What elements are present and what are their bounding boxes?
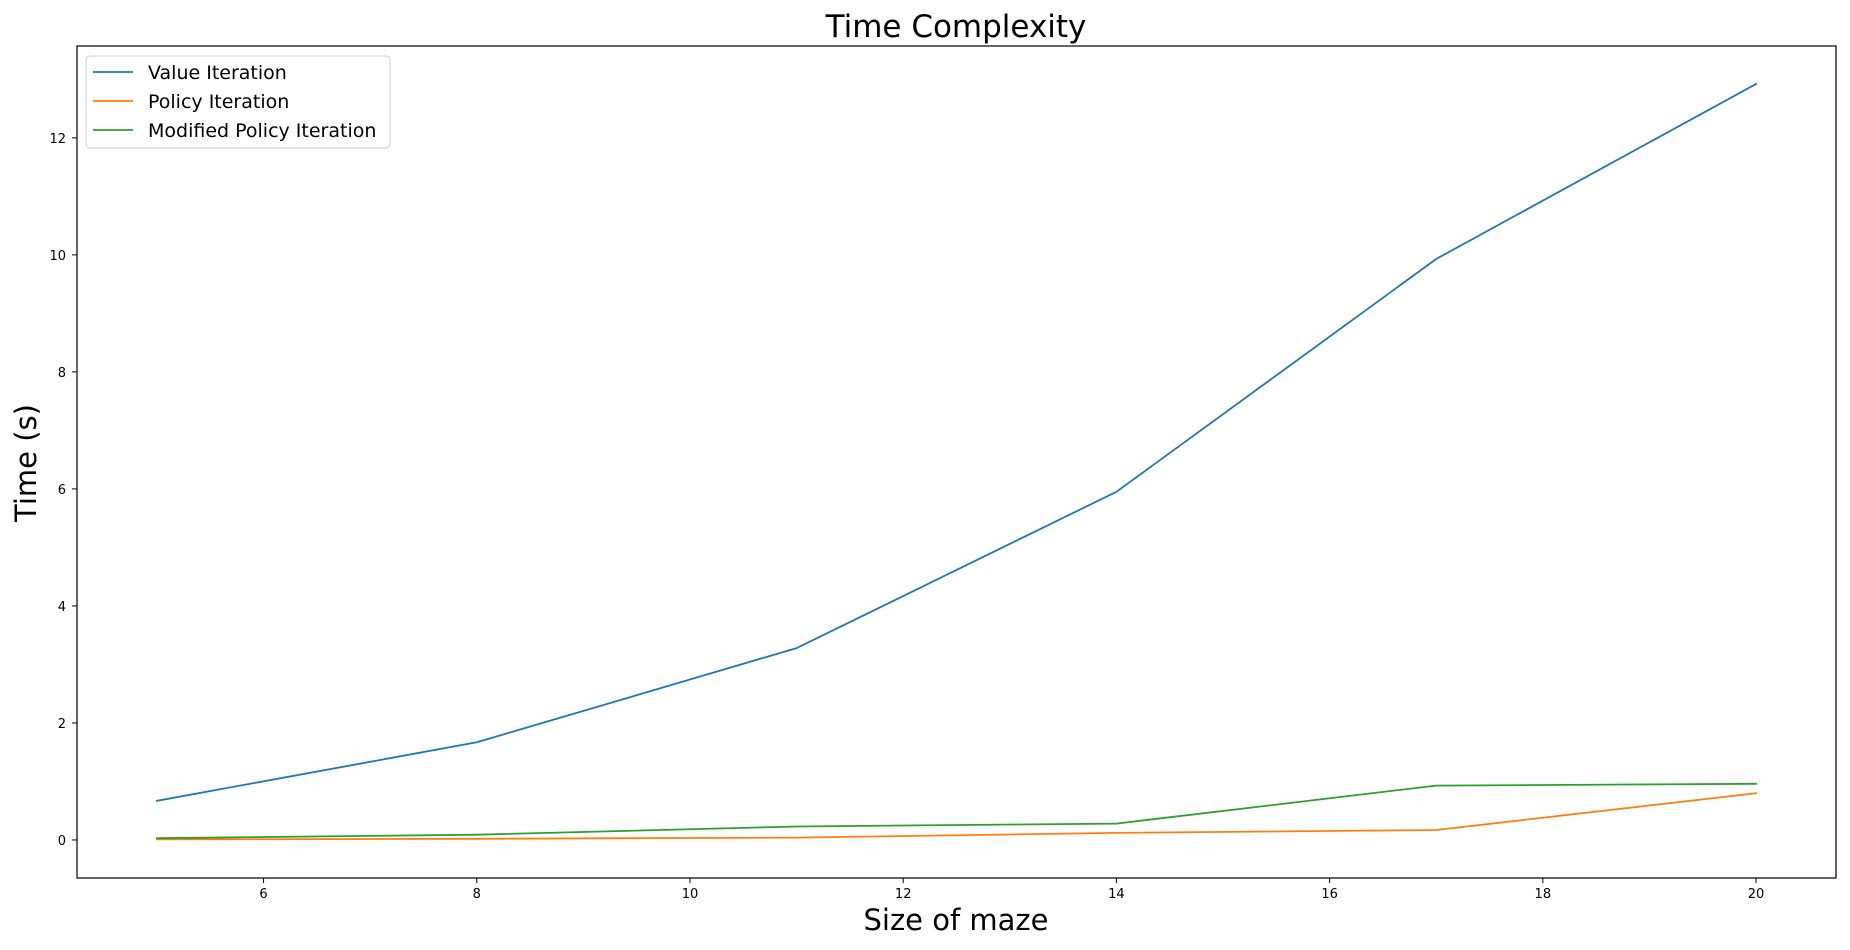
plot-area [76,45,1837,879]
y-tick-label: 12 [49,132,66,147]
series-line-value-iteration [155,82,1758,802]
y-tick-label: 8 [58,366,66,381]
series-line-policy-iteration [156,792,1757,841]
legend-label: Policy Iteration [148,91,289,113]
x-tick-label: 14 [1108,887,1125,902]
y-tick-label: 2 [58,717,66,732]
x-tick-label: 20 [1748,887,1765,902]
chart-title: Time Complexity [825,9,1087,45]
y-tick-label: 10 [49,249,66,264]
x-axis-title: Size of maze [863,903,1048,937]
x-tick-label: 18 [1535,887,1552,902]
x-axis: 6 8 10 12 14 16 18 20 [259,878,1764,902]
y-tick-label: 6 [58,483,66,498]
legend-frame [85,55,391,149]
y-axis-title: Time (s) [9,404,43,523]
x-tick-label: 16 [1321,887,1338,902]
x-tick-label: 12 [895,887,912,902]
x-tick-label: 8 [473,887,481,902]
legend-label: Value Iteration [148,62,287,84]
y-tick-label: 0 [58,834,66,849]
plot-frame [76,45,1837,879]
y-axis: 0 2 4 6 8 10 12 [49,132,77,849]
x-tick-label: 10 [682,887,699,902]
legend-label: Modified Policy Iteration [148,120,376,142]
series-line-modified-policy-iteration [156,782,1757,840]
legend: Value Iteration Policy Iteration Modified … [85,55,391,149]
x-tick-label: 6 [259,887,267,902]
y-tick-label: 4 [58,600,66,615]
